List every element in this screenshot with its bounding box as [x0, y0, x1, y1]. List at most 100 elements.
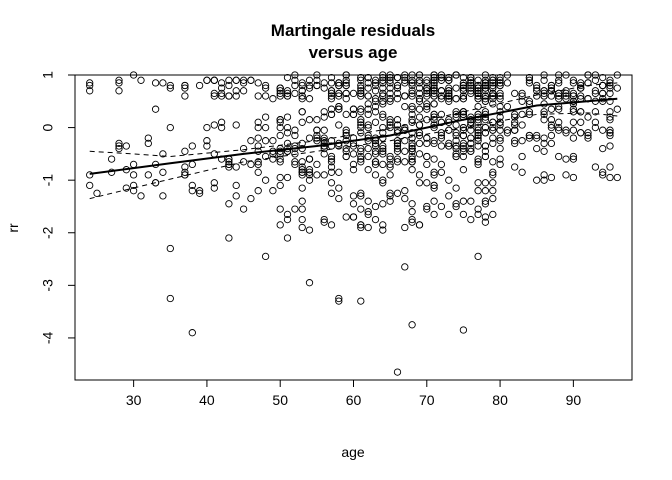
data-point [342, 213, 350, 221]
data-point [584, 113, 592, 121]
data-point [467, 89, 475, 98]
data-point [489, 187, 497, 195]
data-point [474, 89, 482, 98]
data-point [305, 134, 314, 142]
data-point [474, 123, 482, 132]
data-point [474, 92, 482, 100]
data-point [401, 79, 409, 87]
data-point [364, 105, 372, 113]
data-point [379, 221, 387, 229]
data-point [151, 79, 160, 87]
data-point [459, 166, 468, 174]
data-point [555, 126, 563, 134]
data-point [525, 131, 534, 140]
data-point [129, 160, 138, 169]
data-point [459, 131, 468, 140]
data-point [569, 89, 578, 98]
data-point [371, 102, 380, 111]
data-point [430, 79, 438, 87]
data-point [232, 76, 240, 84]
data-point [357, 116, 365, 124]
data-point [430, 71, 438, 79]
data-point [188, 160, 196, 169]
data-point [320, 137, 328, 145]
data-point [408, 110, 416, 119]
data-point [518, 92, 526, 100]
data-point [357, 129, 365, 137]
data-point [320, 171, 328, 179]
data-point [496, 126, 504, 134]
data-point [159, 150, 167, 158]
data-point [357, 205, 365, 213]
data-point [335, 168, 343, 176]
data-point [298, 87, 306, 95]
data-point [86, 171, 94, 179]
data-point [452, 108, 460, 116]
data-point [313, 126, 321, 134]
data-point [459, 110, 468, 119]
data-point [379, 226, 387, 234]
data-point [518, 152, 526, 161]
data-point [371, 95, 380, 103]
data-point [298, 166, 306, 174]
data-point [86, 79, 94, 87]
data-point [386, 89, 394, 98]
data-point [445, 95, 453, 103]
data-point [489, 95, 497, 103]
data-point [525, 73, 534, 82]
data-point [320, 215, 328, 224]
data-point [305, 84, 314, 92]
data-point [423, 105, 431, 113]
data-point [276, 123, 284, 132]
data-point [401, 137, 409, 145]
data-point [459, 108, 468, 116]
data-point [327, 105, 336, 113]
data-point [489, 134, 497, 142]
data-point [305, 176, 314, 184]
data-point [298, 95, 306, 103]
data-point [386, 97, 394, 105]
data-point [511, 89, 519, 98]
data-point [283, 123, 292, 132]
data-point [606, 129, 614, 137]
data-point [496, 121, 504, 129]
data-point [496, 160, 504, 169]
data-point [613, 173, 621, 182]
data-point [335, 194, 343, 203]
data-point [547, 123, 556, 132]
data-point [386, 197, 394, 205]
data-point [474, 131, 482, 140]
data-point [555, 89, 563, 98]
data-point [496, 118, 504, 126]
data-point [518, 97, 526, 105]
data-point [423, 205, 431, 213]
data-point [437, 76, 446, 84]
data-point [606, 81, 614, 90]
data-point [313, 134, 321, 142]
data-point [276, 205, 284, 213]
data-point [342, 147, 350, 155]
data-point [474, 81, 482, 90]
data-point [496, 79, 504, 87]
data-point [415, 71, 424, 79]
data-point [591, 76, 600, 84]
data-point [349, 160, 358, 169]
data-point [298, 92, 306, 100]
data-point [599, 97, 607, 105]
data-point [232, 163, 240, 171]
data-point [481, 71, 490, 79]
data-point [591, 118, 600, 126]
data-point [327, 89, 336, 98]
data-point [159, 168, 167, 176]
data-point [423, 139, 431, 148]
data-point [115, 139, 123, 148]
data-point [327, 79, 336, 87]
x-tick-label: 40 [199, 392, 215, 408]
data-point [379, 160, 387, 169]
data-point [335, 184, 343, 192]
data-point [93, 189, 101, 197]
data-point [357, 152, 365, 161]
data-point [423, 84, 431, 92]
data-point [423, 102, 431, 111]
data-point [217, 89, 226, 98]
